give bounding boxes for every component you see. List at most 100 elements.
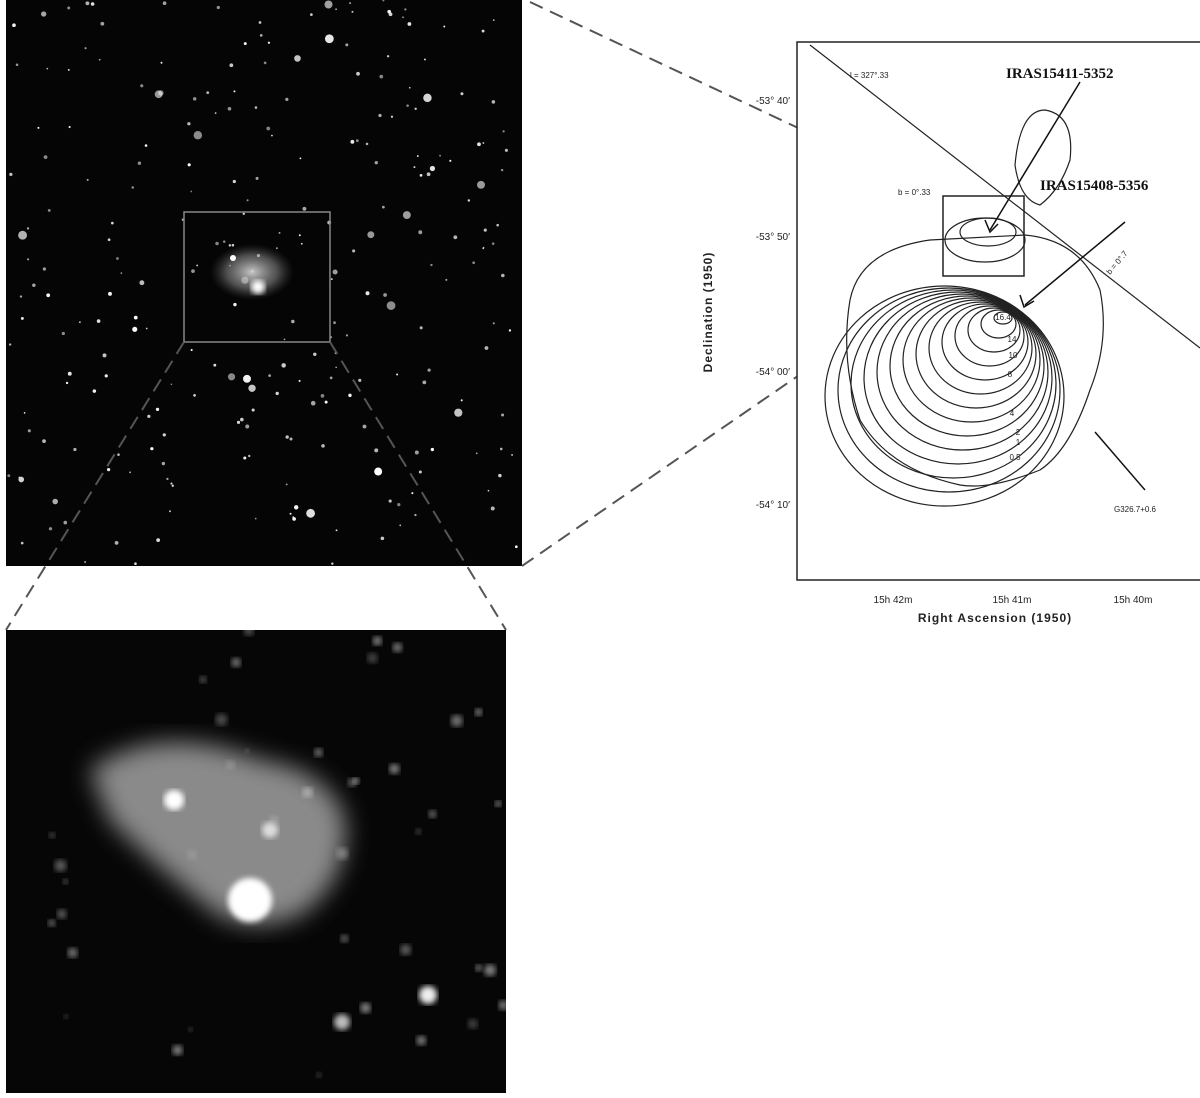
star: [367, 653, 378, 664]
star: [427, 172, 431, 176]
star: [24, 412, 26, 414]
star: [42, 439, 46, 443]
map-frame: [797, 42, 1200, 580]
star: [166, 478, 168, 480]
star: [244, 626, 254, 636]
star: [21, 317, 24, 320]
star: [431, 448, 434, 451]
line-label: b = 0°.33: [898, 188, 931, 197]
star: [268, 42, 270, 44]
x-tick-label: 15h 42m: [874, 595, 913, 606]
star: [422, 380, 426, 384]
star: [276, 247, 278, 249]
star: [66, 382, 68, 384]
y-tick-label: -53° 50′: [756, 232, 790, 243]
star: [404, 8, 406, 10]
star: [477, 142, 481, 146]
star: [27, 227, 29, 229]
star: [68, 948, 78, 958]
star: [121, 272, 123, 274]
contour-label: 4: [1010, 409, 1015, 418]
star: [409, 87, 411, 89]
star: [67, 7, 70, 10]
star: [206, 91, 209, 94]
star: [375, 161, 378, 164]
star: [501, 274, 505, 278]
star: [443, 26, 445, 28]
star: [163, 433, 166, 436]
star: [387, 301, 396, 310]
star: [138, 161, 141, 164]
star: [52, 499, 58, 505]
star: [285, 98, 288, 101]
star: [64, 1014, 69, 1019]
annotation: IRAS15408-5356: [1040, 178, 1149, 194]
star: [232, 244, 235, 247]
star: [495, 801, 501, 807]
star: [430, 264, 432, 266]
star: [32, 283, 35, 286]
star: [414, 514, 416, 516]
star: [228, 107, 232, 111]
star: [107, 468, 110, 471]
star: [515, 545, 518, 548]
star: [279, 232, 281, 234]
y-tick-label: -53° 40′: [756, 96, 790, 107]
star: [502, 130, 504, 132]
contour-label: 16.4: [995, 313, 1011, 322]
star: [12, 23, 16, 27]
star: [356, 72, 360, 76]
star: [68, 69, 70, 71]
star: [418, 230, 422, 234]
star: [351, 11, 353, 13]
star: [229, 244, 231, 246]
star: [451, 715, 463, 727]
star: [20, 295, 22, 297]
x-tick-label: 15h 40m: [1114, 595, 1153, 606]
line-label: l = 327°.33: [850, 71, 889, 80]
star: [69, 126, 71, 128]
star: [316, 1072, 321, 1077]
star: [255, 106, 258, 109]
star: [511, 454, 513, 456]
star: [493, 322, 495, 324]
star: [427, 368, 430, 371]
star: [387, 55, 389, 57]
star: [482, 142, 484, 144]
star: [325, 34, 334, 43]
star: [475, 709, 482, 716]
star: [21, 542, 24, 545]
y-tick-label: -54° 10′: [756, 500, 790, 511]
star: [403, 211, 411, 219]
star: [240, 418, 244, 422]
star: [103, 353, 107, 357]
star: [156, 408, 159, 411]
star: [292, 516, 294, 518]
star: [349, 2, 351, 4]
star: [134, 316, 138, 320]
star: [331, 278, 333, 280]
star: [408, 22, 412, 26]
star: [302, 787, 313, 798]
star: [313, 353, 316, 356]
star: [147, 415, 150, 418]
star: [352, 249, 355, 252]
star: [429, 810, 437, 818]
star: [299, 380, 301, 382]
star: [417, 155, 419, 157]
star: [330, 377, 333, 380]
star: [501, 414, 504, 417]
star: [37, 127, 39, 129]
y-tick-label: -54° 00′: [756, 367, 790, 378]
star: [485, 346, 489, 350]
star: [276, 392, 279, 395]
star: [331, 563, 333, 565]
star: [314, 748, 322, 756]
star: [199, 676, 206, 683]
star: [248, 455, 250, 457]
star: [406, 104, 409, 107]
star: [170, 482, 172, 484]
star: [255, 518, 257, 520]
star: [306, 509, 315, 518]
star: [350, 140, 354, 144]
